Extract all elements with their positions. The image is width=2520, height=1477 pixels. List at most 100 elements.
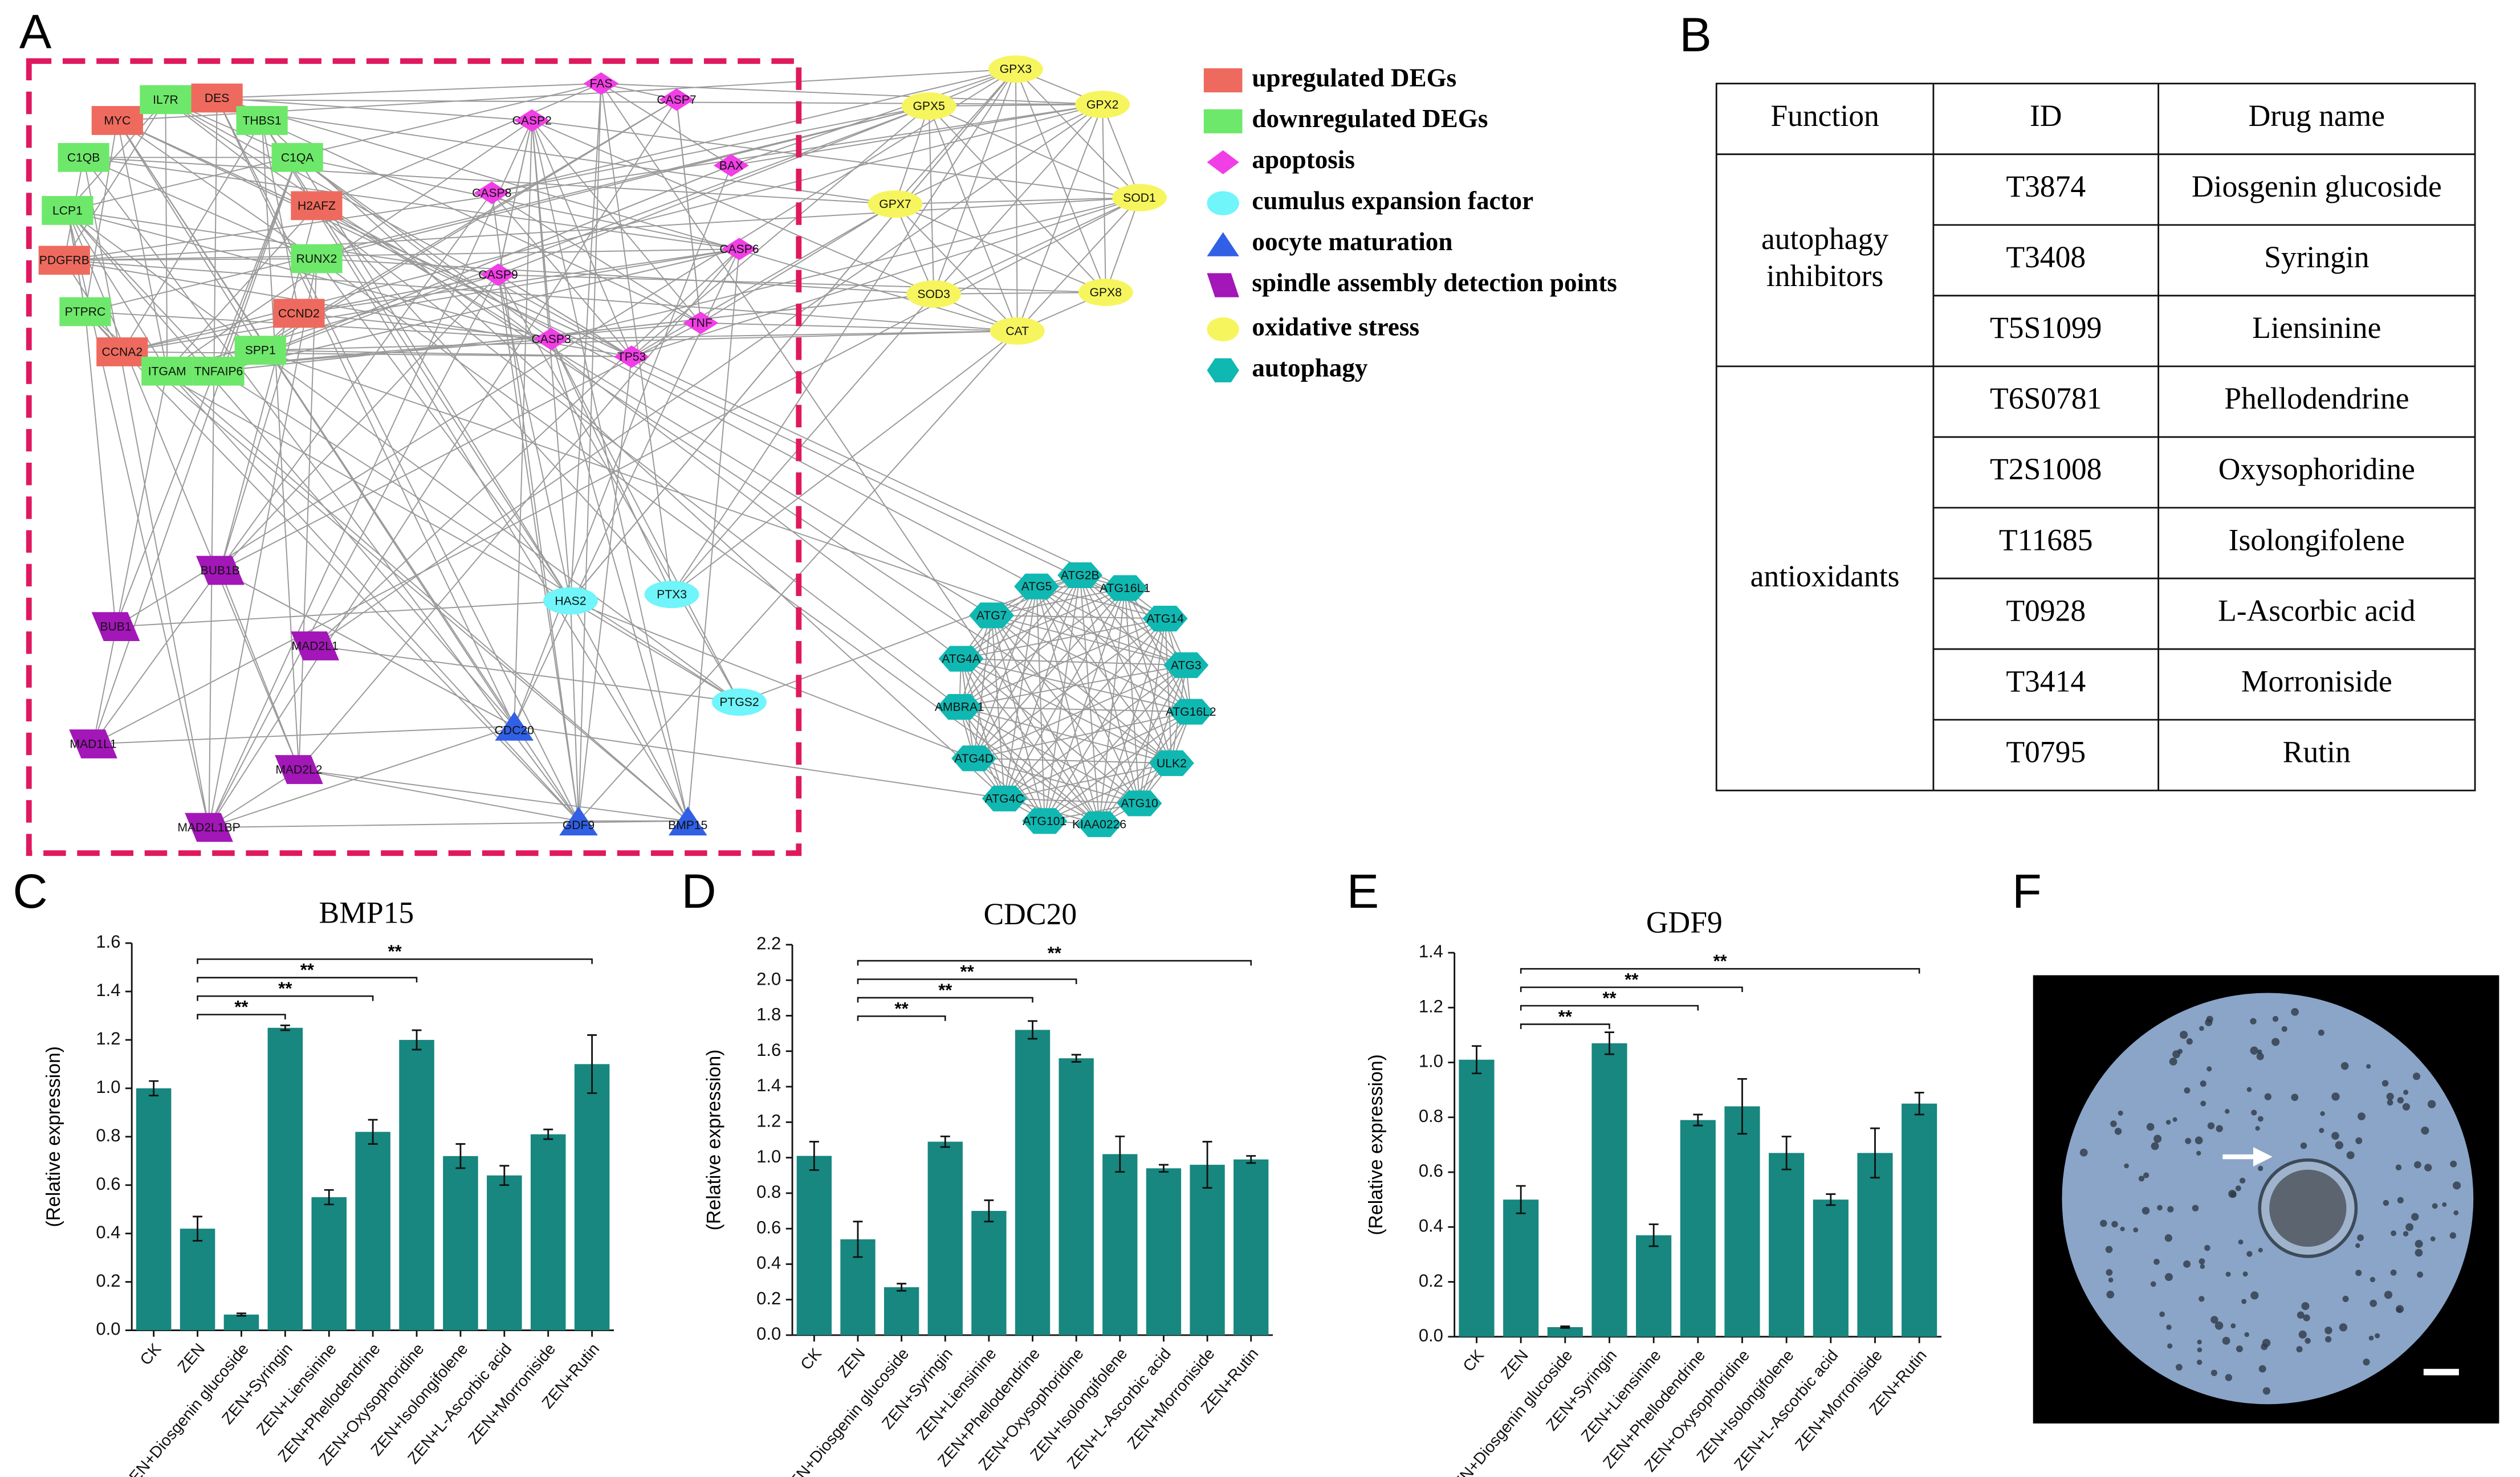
- edge: [67, 210, 168, 372]
- significance-bracket: [1520, 1005, 1699, 1011]
- bar: [355, 1132, 390, 1331]
- cell-dot: [2216, 1125, 2223, 1132]
- edge: [165, 99, 632, 357]
- edge: [1004, 711, 1191, 799]
- node-label: H2AFZ: [298, 199, 336, 213]
- edge: [531, 120, 702, 324]
- node-label: CCNA2: [101, 345, 143, 358]
- edge: [960, 658, 1100, 825]
- cell-dot: [2357, 1234, 2364, 1242]
- y-tick-label: 2.2: [756, 933, 781, 953]
- edge: [67, 99, 166, 211]
- edge: [491, 105, 929, 194]
- cell-dot: [2222, 1337, 2230, 1345]
- edge: [218, 157, 298, 372]
- significance-bracket: [197, 1014, 286, 1019]
- cell-dot: [2164, 1234, 2172, 1242]
- cell-dot: [2153, 1258, 2160, 1265]
- node: [644, 581, 699, 609]
- bar: [487, 1175, 522, 1331]
- edge: [570, 68, 1016, 602]
- edge: [166, 120, 532, 372]
- edge: [261, 120, 689, 822]
- legend-label: apoptosis: [1252, 145, 1355, 174]
- cell-dot: [2118, 1110, 2123, 1116]
- significance-bracket: [1520, 986, 1743, 993]
- function-cell: antioxidants: [1750, 560, 1900, 594]
- edge: [166, 205, 317, 372]
- arrow-head: [2253, 1147, 2273, 1166]
- edge: [1044, 762, 1172, 822]
- edge: [961, 658, 1186, 666]
- node: [96, 337, 148, 366]
- edge: [315, 645, 740, 703]
- edge: [933, 197, 1140, 295]
- edge: [569, 601, 580, 821]
- edge: [959, 706, 1140, 804]
- node: [969, 602, 1015, 629]
- node: [273, 299, 325, 328]
- cell-dot: [2424, 1164, 2432, 1172]
- cell-dot: [2342, 1295, 2349, 1303]
- legend-marker: [1207, 273, 1239, 297]
- cell-dot: [2165, 1120, 2171, 1125]
- edge: [1102, 104, 1140, 198]
- bar: [443, 1156, 478, 1331]
- cell-dot: [2281, 1026, 2287, 1032]
- node-label: PTX3: [657, 588, 687, 601]
- cell-dot: [2405, 1223, 2414, 1231]
- cell-dot: [2402, 1103, 2411, 1111]
- cell-dot: [2146, 1123, 2155, 1131]
- edge: [296, 157, 571, 602]
- cell-dot: [2238, 1239, 2244, 1245]
- function-cell: autophagy inhibitors: [1761, 223, 1888, 293]
- node: [721, 238, 757, 260]
- table-cell: Rutin: [2283, 735, 2351, 769]
- cell-dot: [2230, 1323, 2236, 1329]
- node-label: ATG10: [1121, 797, 1158, 810]
- y-tick-label: 0.2: [756, 1288, 781, 1308]
- node: [1142, 605, 1188, 632]
- edge: [261, 120, 300, 770]
- node-label: BMP15: [668, 819, 707, 832]
- cell-dot: [2183, 1260, 2191, 1268]
- cell-dot: [2210, 1316, 2218, 1324]
- edge: [218, 248, 740, 372]
- edge: [1044, 587, 1126, 822]
- table-cell: Oxysophoridine: [2218, 452, 2415, 486]
- table-cell: Phellodendrine: [2224, 381, 2409, 415]
- significance-bracket: [197, 958, 593, 964]
- cell-dot: [2291, 1094, 2299, 1101]
- node: [38, 246, 90, 275]
- legend-marker: [1207, 358, 1239, 383]
- node: [543, 587, 598, 615]
- edge: [959, 707, 1045, 822]
- edge: [498, 274, 632, 357]
- edge: [260, 349, 1187, 666]
- node: [1014, 573, 1060, 599]
- bar: [574, 1064, 610, 1331]
- node-label: MAD1L1: [70, 737, 116, 750]
- node: [1112, 183, 1167, 211]
- edge: [1017, 197, 1140, 332]
- node-label: HAS2: [555, 594, 586, 607]
- bar: [1636, 1235, 1672, 1337]
- node: [59, 297, 111, 327]
- y-tick-label: 1.2: [756, 1111, 781, 1131]
- significance-label: **: [278, 978, 292, 998]
- edge: [570, 600, 740, 703]
- cell-dot: [2199, 1258, 2205, 1265]
- cell-dot: [2246, 1251, 2253, 1257]
- cell-dot: [2301, 1302, 2310, 1311]
- bar: [399, 1039, 434, 1331]
- cell-dot: [2150, 1281, 2156, 1287]
- node-label: CASP9: [478, 268, 518, 281]
- edge: [570, 601, 689, 822]
- significance-label: **: [1048, 943, 1062, 963]
- y-tick-label: 0.2: [96, 1271, 120, 1291]
- table-cell: Isolongifolene: [2229, 523, 2405, 557]
- cell-dot: [2305, 1337, 2311, 1344]
- edge: [218, 165, 732, 372]
- cell-dot: [2142, 1206, 2150, 1215]
